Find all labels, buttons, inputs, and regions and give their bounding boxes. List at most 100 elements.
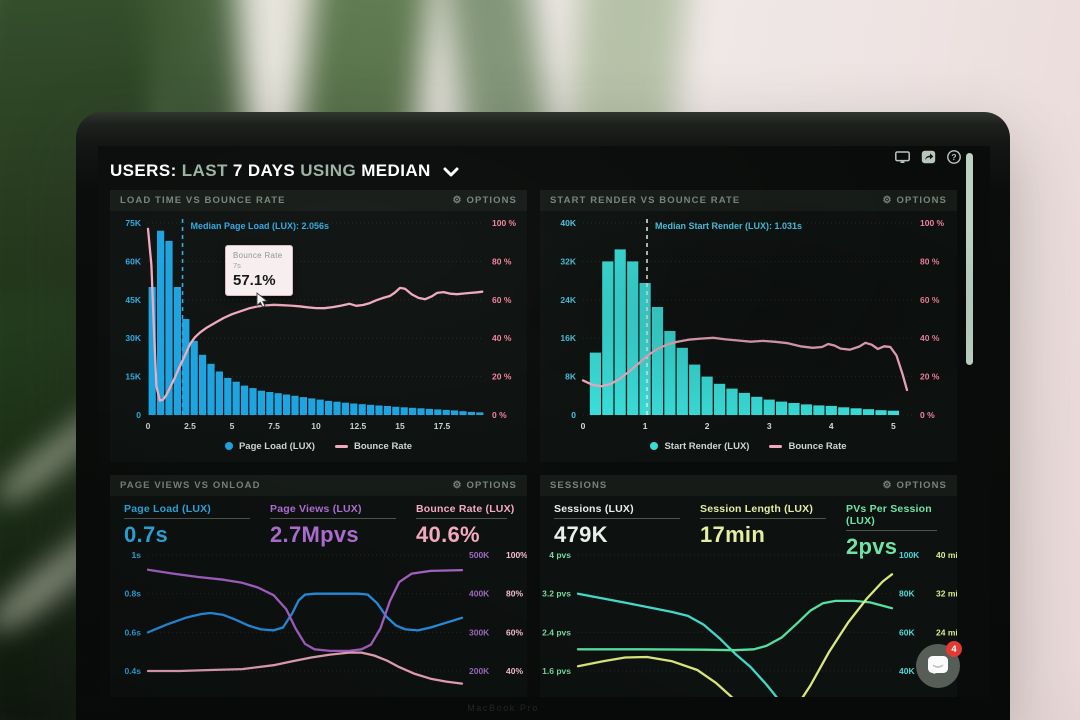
legend-item: Bounce Rate bbox=[334, 441, 412, 452]
metric-session-length: Session Length (LUX) 17min bbox=[700, 503, 846, 560]
legend-item: Page Load (LUX) bbox=[224, 441, 315, 452]
metric-underline bbox=[554, 518, 680, 519]
svg-text:80%: 80% bbox=[506, 589, 523, 599]
svg-text:0.8s: 0.8s bbox=[124, 589, 141, 599]
metric-value: 17min bbox=[700, 522, 766, 547]
svg-text:17.5: 17.5 bbox=[434, 421, 451, 431]
metric-underline bbox=[124, 518, 250, 519]
chart-area: 40K 32K 24K 16K 8K 0 100 % 80 % 60 % 40 % 20 % 0 % 0… bbox=[540, 211, 957, 459]
svg-text:80 %: 80 % bbox=[920, 256, 940, 266]
gear-icon: ⚙ bbox=[882, 479, 893, 491]
help-icon[interactable]: ? bbox=[946, 150, 962, 164]
options-button[interactable]: ⚙ OPTIONS bbox=[882, 479, 947, 491]
svg-text:40 min: 40 min bbox=[936, 550, 957, 560]
load-time-histogram-chart[interactable]: 75K 60K 45K 30K 15K 0 100 % 80 % 60 % 40 % 20 % 0 %… bbox=[110, 211, 527, 433]
gear-icon: ⚙ bbox=[452, 194, 463, 206]
header-icon-group: ? bbox=[894, 150, 962, 164]
svg-text:60%: 60% bbox=[506, 627, 523, 637]
title-last: LAST bbox=[181, 161, 228, 180]
metric-sessions: Sessions (LUX) 479K bbox=[554, 503, 700, 560]
metric-label: Page Load (LUX) bbox=[124, 503, 212, 515]
svg-text:75K: 75K bbox=[125, 218, 141, 228]
svg-text:1.6 pvs: 1.6 pvs bbox=[542, 666, 571, 676]
svg-text:3: 3 bbox=[767, 421, 772, 431]
start-render-histogram-chart[interactable]: 40K 32K 24K 16K 8K 0 100 % 80 % 60 % 40 % 20 % 0 % 0… bbox=[540, 211, 957, 433]
svg-text:80K: 80K bbox=[899, 589, 915, 599]
legend-line-swatch bbox=[769, 444, 783, 448]
svg-text:Median Page Load (LUX): 2.056s: Median Page Load (LUX): 2.056s bbox=[191, 221, 330, 231]
svg-text:30K: 30K bbox=[125, 333, 141, 343]
metric-header-row: Sessions (LUX) 479K Session Length (LUX)… bbox=[540, 496, 957, 559]
tooltip-title: Bounce Rate bbox=[233, 251, 283, 260]
tooltip-value: 57.1% bbox=[233, 272, 276, 289]
svg-text:40K: 40K bbox=[899, 666, 915, 676]
svg-text:1: 1 bbox=[643, 421, 648, 431]
metric-label: Page Views (LUX) bbox=[270, 503, 362, 515]
svg-text:40K: 40K bbox=[560, 218, 576, 228]
gear-icon: ⚙ bbox=[882, 194, 893, 206]
svg-text:8K: 8K bbox=[565, 372, 577, 382]
options-button[interactable]: ⚙ OPTIONS bbox=[882, 194, 947, 206]
metric-underline bbox=[846, 530, 937, 531]
svg-text:2.4 pvs: 2.4 pvs bbox=[542, 627, 571, 637]
svg-text:0: 0 bbox=[581, 421, 586, 431]
panel-header: PAGE VIEWS VS ONLOAD ⚙ OPTIONS bbox=[110, 475, 527, 496]
sessions-line-chart[interactable]: 4 pvs 3.2 pvs 2.4 pvs 1.6 pvs 100K 80K 60K 40K 4… bbox=[540, 547, 957, 697]
svg-text:500K: 500K bbox=[469, 550, 490, 560]
panel-start-render-vs-bounce-rate: START RENDER VS BOUNCE RATE ⚙ OPTIONS 40K… bbox=[540, 190, 957, 462]
tooltip-subtitle: 7s bbox=[233, 261, 241, 270]
panel-header: START RENDER VS BOUNCE RATE ⚙ OPTIONS bbox=[540, 190, 957, 211]
svg-text:0: 0 bbox=[146, 421, 151, 431]
svg-text:5: 5 bbox=[891, 421, 896, 431]
chart-area: 75K 60K 45K 30K 15K 0 100 % 80 % 60 % 40 % 20 % 0 %… bbox=[110, 211, 527, 459]
svg-text:200K: 200K bbox=[469, 666, 490, 676]
svg-text:2.5: 2.5 bbox=[184, 421, 196, 431]
svg-text:20 %: 20 % bbox=[492, 372, 512, 382]
scrollbar-thumb[interactable] bbox=[966, 153, 973, 365]
options-button[interactable]: ⚙ OPTIONS bbox=[452, 194, 517, 206]
metric-label: PVs Per Session (LUX) bbox=[846, 503, 932, 527]
panel-sessions: SESSIONS ⚙ OPTIONS Sessions (LUX) 479K Se… bbox=[540, 475, 957, 697]
svg-text:60K: 60K bbox=[899, 627, 915, 637]
gear-icon: ⚙ bbox=[452, 479, 463, 491]
svg-text:24K: 24K bbox=[560, 295, 576, 305]
display-icon[interactable] bbox=[894, 150, 910, 164]
svg-text:0 %: 0 % bbox=[492, 410, 507, 420]
svg-text:20 %: 20 % bbox=[920, 372, 940, 382]
metric-label: Session Length (LUX) bbox=[700, 503, 814, 515]
svg-text:60 %: 60 % bbox=[492, 295, 512, 305]
svg-text:0: 0 bbox=[136, 410, 141, 420]
svg-text:15: 15 bbox=[395, 421, 405, 431]
metric-value: 479K bbox=[554, 522, 608, 547]
svg-text:Median Start Render (LUX): 1.0: Median Start Render (LUX): 1.031s bbox=[655, 221, 802, 231]
help-glyph: ? bbox=[951, 152, 956, 162]
dashboard-header: USERS: LAST 7 DAYS USING MEDIAN bbox=[110, 158, 978, 184]
chart-area: Page Load (LUX) 0.7s Page Views (LUX) 2.… bbox=[110, 496, 527, 697]
legend-line-swatch bbox=[334, 444, 348, 448]
metric-bounce-rate: Bounce Rate (LUX) 40.6% bbox=[416, 503, 527, 548]
svg-text:0: 0 bbox=[571, 410, 576, 420]
title-days: 7 DAYS bbox=[232, 161, 296, 180]
svg-text:10: 10 bbox=[311, 421, 321, 431]
legend-item: Bounce Rate bbox=[769, 441, 847, 452]
chat-launcher-button[interactable]: 4 bbox=[916, 641, 962, 688]
metric-label: Bounce Rate (LUX) bbox=[416, 503, 515, 515]
metric-value: 0.7s bbox=[124, 522, 169, 547]
metric-value: 2.7Mpvs bbox=[270, 522, 359, 547]
options-button[interactable]: ⚙ OPTIONS bbox=[452, 479, 517, 491]
chart-tooltip: Bounce Rate 7s 57.1% bbox=[225, 245, 293, 308]
svg-text:40%: 40% bbox=[506, 666, 523, 676]
panel-title: LOAD TIME VS BOUNCE RATE bbox=[120, 195, 286, 206]
users-range-dropdown[interactable]: USERS: LAST 7 DAYS USING MEDIAN bbox=[110, 161, 459, 181]
svg-text:60K: 60K bbox=[125, 256, 141, 266]
metric-underline bbox=[270, 518, 396, 519]
chat-bubble-icon bbox=[928, 656, 948, 674]
bezel-brand-text: MacBook Pro bbox=[467, 703, 539, 713]
svg-text:1s: 1s bbox=[132, 550, 142, 560]
metric-underline bbox=[416, 518, 507, 519]
svg-text:2: 2 bbox=[705, 421, 710, 431]
share-icon[interactable] bbox=[920, 150, 936, 164]
title-using: USING bbox=[300, 161, 357, 180]
page-views-onload-line-chart[interactable]: 1s 0.8s 0.6s 0.4s 500K 400K 300K 200K 100% 80% 60%… bbox=[110, 547, 527, 697]
chevron-down-icon bbox=[443, 167, 459, 177]
